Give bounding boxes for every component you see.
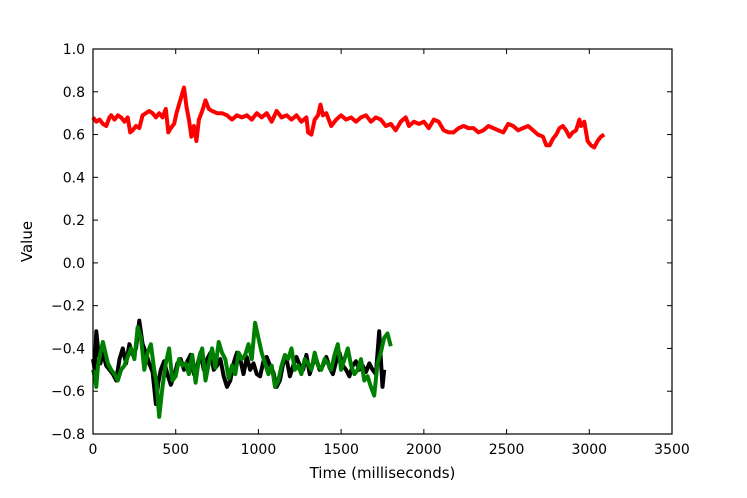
series-line-3 <box>91 320 393 419</box>
series-layer <box>91 85 606 419</box>
y-axis-title: Value <box>18 221 36 262</box>
x-axis-title: Time (milliseconds) <box>309 464 456 482</box>
ticks-layer: 0 500 1000 1500 2000 2500 3000 3500 −0.8 −0.6 −0.4… <box>51 42 690 458</box>
y-tick-label: −0.4 <box>51 341 85 357</box>
y-tick-label: 0.0 <box>63 256 85 272</box>
y-tick-label: −0.2 <box>51 299 85 315</box>
x-tick-label: 1000 <box>241 442 277 458</box>
x-tick-label: 2000 <box>406 442 442 458</box>
y-tick-label: 0.8 <box>63 85 85 101</box>
y-tick-label: −0.6 <box>51 384 85 400</box>
plot-frame <box>92 48 673 435</box>
series-line-1 <box>91 85 606 150</box>
y-tick-label: 0.4 <box>63 170 85 186</box>
y-tick-label: −0.8 <box>51 427 85 443</box>
x-tick-label: 3500 <box>654 442 690 458</box>
x-tick-label: 2500 <box>489 442 525 458</box>
x-tick-label: 3000 <box>571 442 607 458</box>
y-tick-label: 1.0 <box>63 42 85 58</box>
x-tick-label: 500 <box>162 442 189 458</box>
y-tick-label: 0.2 <box>63 213 85 229</box>
x-tick-label: 0 <box>89 442 98 458</box>
y-tick-label: 0.6 <box>63 128 85 144</box>
x-tick-label: 1500 <box>323 442 359 458</box>
